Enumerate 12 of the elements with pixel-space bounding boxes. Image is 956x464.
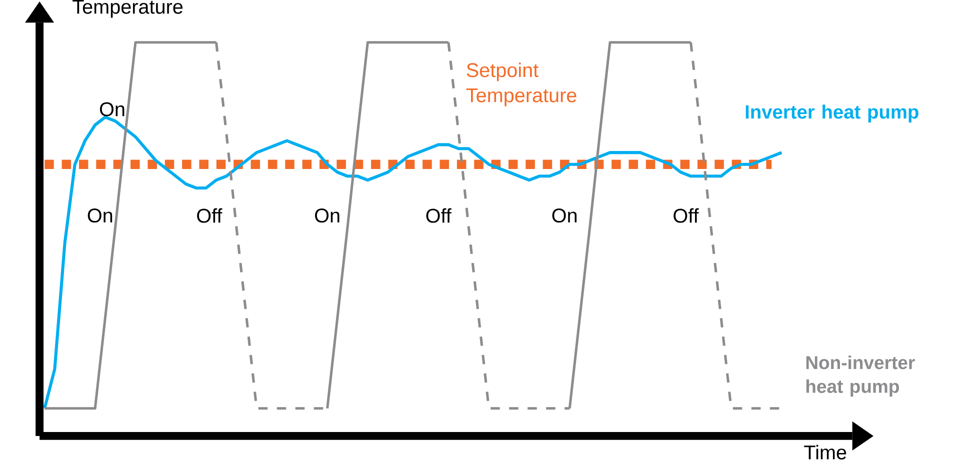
ref-line-label: Setpoint Temperature — [466, 62, 576, 106]
annotation: On — [88, 208, 112, 223]
annotation: Off — [426, 208, 452, 223]
annotation: Off — [197, 208, 222, 223]
x-axis-title: Time — [804, 445, 846, 460]
y-axis-title: Temperature — [72, 0, 183, 18]
annotation: On — [552, 208, 577, 223]
annotation: On — [100, 102, 124, 116]
text: Non-inverter heat pump — [806, 356, 915, 397]
text: Inverter heat pump — [746, 104, 918, 123]
annotation: Off — [674, 208, 699, 223]
annotation: On — [315, 208, 340, 223]
